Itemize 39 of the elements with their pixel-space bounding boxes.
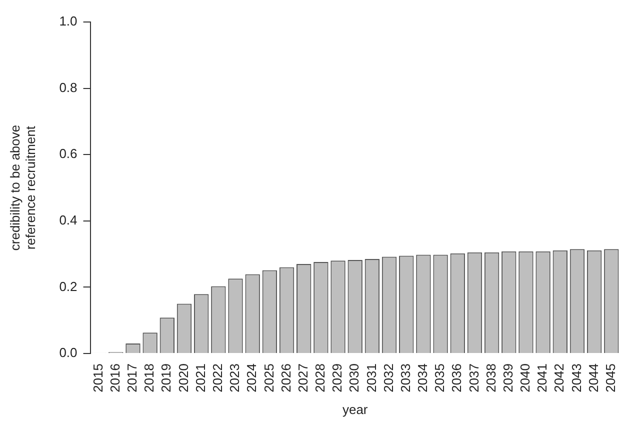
x-axis-title: year xyxy=(342,402,368,417)
x-tick-label: 2020 xyxy=(176,363,191,392)
x-tick-label: 2043 xyxy=(568,363,584,392)
x-tick-label: 2040 xyxy=(518,363,533,392)
x-tick-label: 2034 xyxy=(415,363,430,392)
x-tick-label: 2035 xyxy=(432,363,448,392)
x-tick-label: 2045 xyxy=(602,363,618,392)
x-tick-label: 2027 xyxy=(295,363,310,392)
x-tick-label: 2024 xyxy=(244,363,260,392)
y-tick-label: 0.4 xyxy=(59,212,78,228)
x-tick-label: 2021 xyxy=(192,363,208,392)
y-tick-label: 0.2 xyxy=(59,278,78,294)
x-tick-label: 2028 xyxy=(312,363,328,392)
x-tick-label: 2017 xyxy=(124,363,140,392)
y-tick-label: 0.8 xyxy=(59,80,78,95)
x-tick-label: 2018 xyxy=(142,363,157,392)
x-tick-label: 2029 xyxy=(330,363,345,392)
x-tick-label: 2032 xyxy=(380,363,396,392)
x-tick-label: 2038 xyxy=(483,363,498,392)
x-tick-label: 2023 xyxy=(227,363,242,392)
y-tick-label: 0.6 xyxy=(59,146,78,162)
x-tick-label: 2044 xyxy=(586,363,601,392)
x-tick-label: 2031 xyxy=(364,363,379,392)
y-tick-label: 1.0 xyxy=(59,14,78,29)
x-tick-label: 2039 xyxy=(500,363,516,392)
x-tick-label: 2026 xyxy=(278,363,294,392)
y-axis-title: credibility to be above reference recruitment xyxy=(7,124,38,251)
x-tick-label: 2019 xyxy=(158,363,174,392)
x-tick-label: 2037 xyxy=(466,363,482,392)
x-tick-label: 2016 xyxy=(107,363,122,392)
x-tick-label: 2025 xyxy=(261,363,276,392)
x-tick-label: 2030 xyxy=(346,363,362,392)
x-tick-label: 2022 xyxy=(210,363,225,392)
x-tick-label: 2041 xyxy=(534,363,550,392)
x-tick-label: 2042 xyxy=(552,363,567,392)
x-tick-label: 2033 xyxy=(398,363,413,392)
x-tick-label: 2015 xyxy=(90,363,106,392)
y-tick-label: 0.0 xyxy=(59,345,78,360)
x-tick-label: 2036 xyxy=(449,363,464,392)
